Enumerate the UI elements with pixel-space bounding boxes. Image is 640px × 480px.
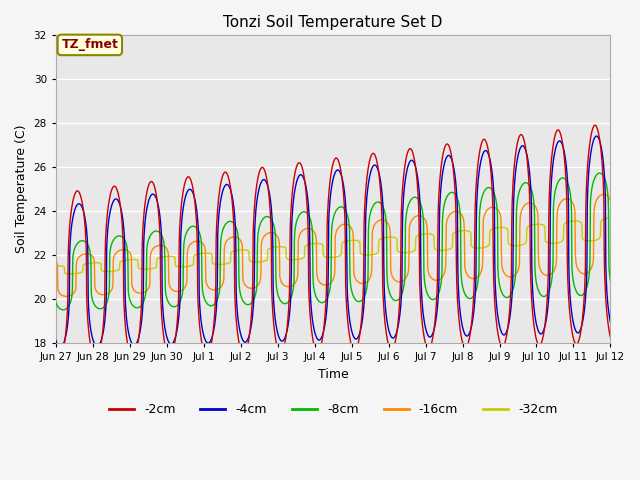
Text: TZ_fmet: TZ_fmet bbox=[61, 38, 118, 51]
Legend: -2cm, -4cm, -8cm, -16cm, -32cm: -2cm, -4cm, -8cm, -16cm, -32cm bbox=[104, 398, 563, 421]
Y-axis label: Soil Temperature (C): Soil Temperature (C) bbox=[15, 125, 28, 253]
X-axis label: Time: Time bbox=[318, 368, 349, 381]
Title: Tonzi Soil Temperature Set D: Tonzi Soil Temperature Set D bbox=[223, 15, 443, 30]
